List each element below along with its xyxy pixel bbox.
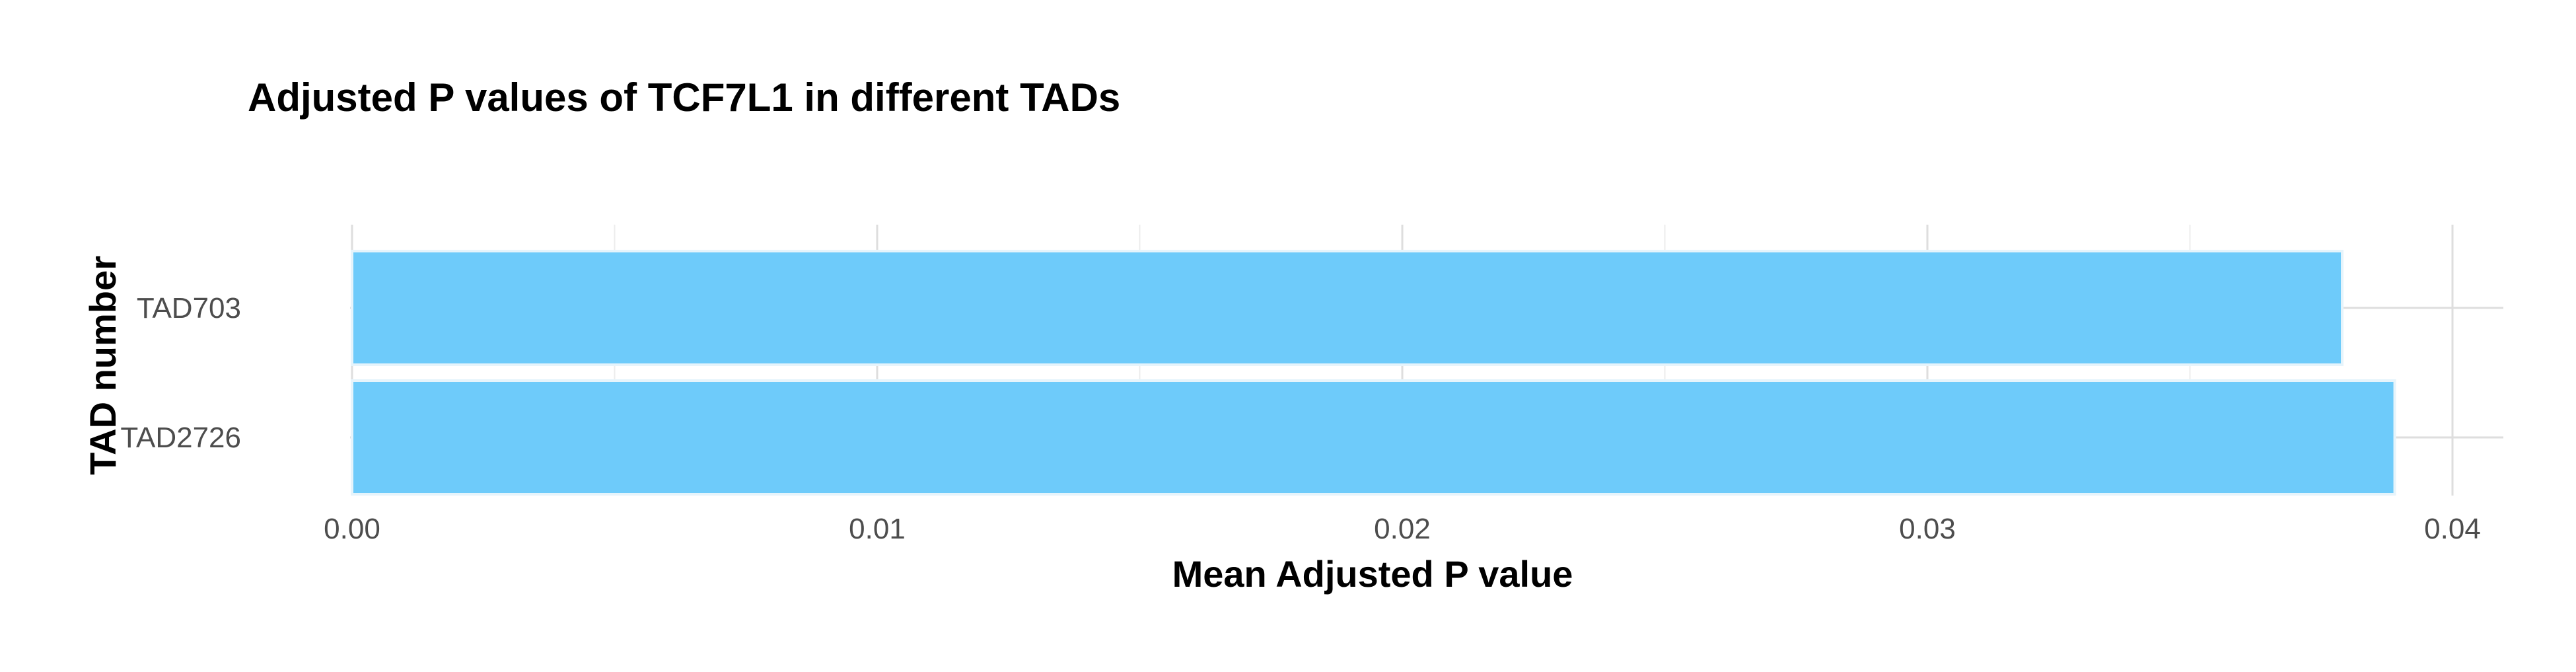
x-tick-label: 0.03 [1899, 513, 1956, 545]
bar-tad2726 [351, 379, 2396, 496]
y-tick-label: TAD2726 [120, 422, 241, 454]
x-tick-label: 0.02 [1374, 513, 1431, 545]
y-axis-title: TAD number [82, 256, 124, 475]
x-tick-label: 0.04 [2424, 513, 2481, 545]
chart-title: Adjusted P values of TCF7L1 in different… [248, 75, 1120, 120]
x-axis-tick-labels: 0.00 0.01 0.02 0.03 0.04 [324, 513, 2481, 545]
bars [351, 250, 2396, 496]
y-axis-tick-labels: TAD703 TAD2726 [120, 292, 241, 454]
x-tick-label: 0.01 [849, 513, 906, 545]
bar-tad703 [351, 250, 2344, 366]
x-tick-label: 0.00 [324, 513, 380, 545]
x-axis-title: Mean Adjusted P value [1172, 553, 1573, 595]
y-tick-label: TAD703 [137, 292, 241, 324]
